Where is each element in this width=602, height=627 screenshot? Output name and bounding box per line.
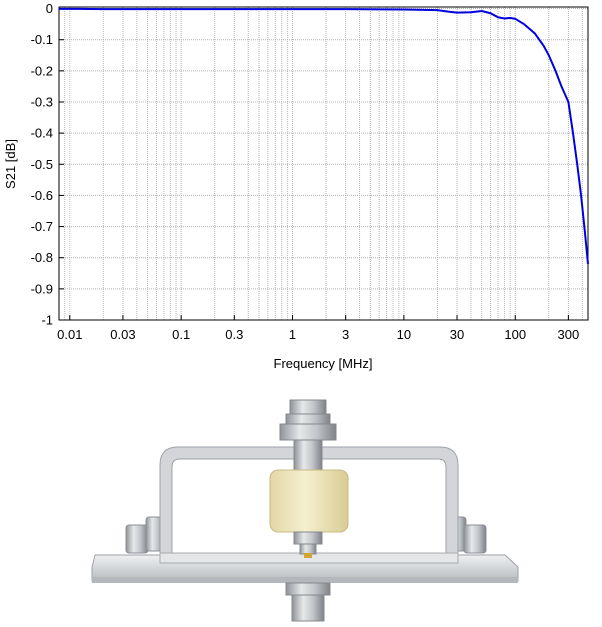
y-axis-ticks: 0 -0.1 -0.2 -0.3 -0.4 -0.5 -0.6 -0.7 -0.8 -0.9 -1 [31, 1, 64, 328]
plot-background [59, 7, 588, 320]
bottom-n-connector [285, 582, 331, 622]
y-axis-label: S21 [dB] [3, 139, 18, 189]
x-tick-label: 100 [504, 327, 526, 342]
plot-frame [58, 6, 589, 321]
x-tick-label: 30 [450, 327, 464, 342]
x-tick-label: 3 [342, 327, 349, 342]
center-pin-assembly [293, 531, 323, 558]
x-axis-label: Frequency [MHz] [274, 356, 373, 371]
x-tick-label: 0.3 [225, 327, 243, 342]
x-tick-label: 1 [289, 327, 296, 342]
base-plate-edge [92, 577, 518, 583]
y-tick-label: -0.5 [31, 157, 53, 172]
s21-series-line [59, 7, 589, 265]
x-tick-label: 0.03 [110, 327, 135, 342]
fixture-photo [91, 399, 519, 622]
top-n-connector [279, 399, 337, 471]
s21-frequency-chart: 0-0.1-0.2-0.3-0.4-0.5-0.6-0.7-0.8-0.9-1 … [3, 1, 589, 371]
x-tick-label: 300 [558, 327, 580, 342]
x-axis-ticks: 0.01 0.03 0.1 0.3 1 3 10 30 100 300 [57, 315, 579, 342]
y-tick-label: 0 [46, 1, 53, 16]
y-tick-label: -0.2 [31, 63, 53, 78]
y-tick-label: -0.3 [31, 94, 53, 109]
y-tick-label: -0.6 [31, 188, 53, 203]
y-tick-label: -0.4 [31, 126, 53, 141]
y-tick-label: -0.7 [31, 219, 53, 234]
y-tick-label: -0.9 [31, 281, 53, 296]
grid-lines [58, 7, 588, 321]
x-tick-label: 0.01 [57, 327, 82, 342]
left-mount-screws [125, 516, 165, 554]
y-tick-label: -0.1 [31, 32, 53, 47]
y-tick-label: -1 [41, 313, 53, 328]
y-tick-label: -0.8 [31, 250, 53, 265]
insulator-cylinder [269, 469, 349, 533]
x-tick-label: 10 [397, 327, 411, 342]
x-tick-label: 0.1 [172, 327, 190, 342]
